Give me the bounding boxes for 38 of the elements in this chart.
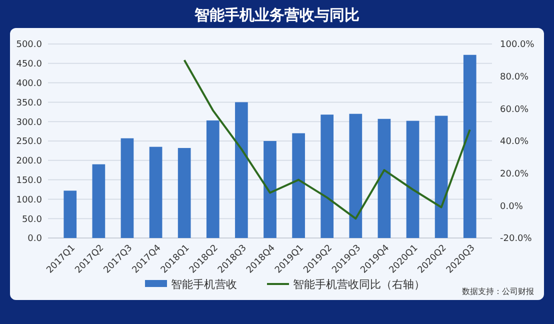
y-tick-label: 0.0: [28, 234, 42, 244]
bar: [206, 120, 220, 238]
y-tick-label: 200.0: [16, 156, 42, 167]
y2-tick-label: 80.0%: [500, 72, 530, 82]
y2-tick-label: 0.0%: [500, 202, 524, 212]
y-tick-label: 500.0: [16, 40, 42, 50]
text: 数据支持：公司财报: [462, 287, 534, 296]
bar: [178, 148, 191, 238]
bar: [264, 141, 276, 238]
bar: [235, 102, 248, 238]
y-tick-label: 400.0: [16, 78, 42, 89]
y-tick-label: 150.0: [16, 176, 42, 186]
bar: [92, 164, 106, 238]
bar: [292, 133, 305, 238]
y-tick-label: 450.0: [16, 60, 42, 70]
bar: [406, 120, 420, 238]
bar: [434, 116, 448, 238]
y-tick-label: 250.0: [16, 137, 42, 148]
bar: [463, 54, 476, 238]
y2-tick-label: 100.0%: [500, 40, 535, 50]
y-tick-label: 50.0: [22, 214, 42, 225]
y-tick-label: 300.0: [16, 118, 42, 128]
y2-tick-label: 60.0%: [500, 104, 530, 115]
chart-title: 智能手机业务营收与同比: [194, 6, 360, 24]
bar: [149, 146, 162, 238]
bar: [349, 114, 362, 238]
y2-tick-label: -20.0%: [500, 234, 532, 244]
legend-label: 智能手机营收同比（右轴）: [293, 278, 425, 291]
y2-tick-label: 40.0%: [500, 137, 530, 148]
y-tick-label: 350.0: [16, 98, 42, 108]
y-tick-label: 100.0: [16, 195, 42, 206]
bar: [120, 138, 134, 238]
y2-tick-label: 20.0%: [500, 169, 530, 180]
bar: [320, 114, 334, 238]
bar: [378, 118, 391, 238]
line-series: [183, 59, 471, 220]
bar: [64, 190, 77, 238]
legend-label: 智能手机营收: [171, 278, 237, 291]
